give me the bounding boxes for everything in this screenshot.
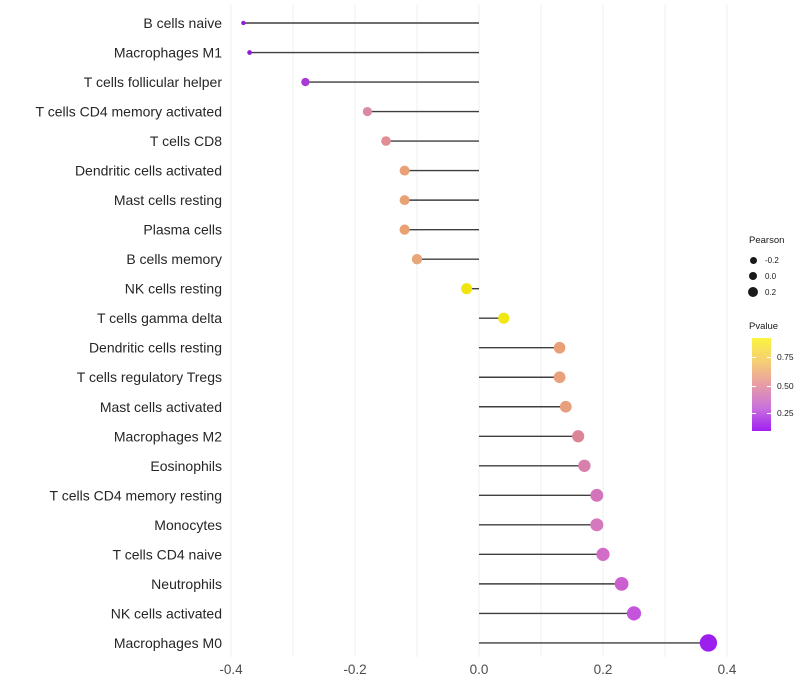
category-label: Macrophages M0 [114, 635, 222, 651]
data-point [699, 634, 718, 652]
category-label: Monocytes [154, 517, 222, 533]
pearson-size-item: -0.2 [747, 252, 784, 268]
pearson-size-dot-box [747, 256, 759, 264]
data-point [241, 20, 246, 26]
data-point [559, 400, 572, 413]
category-label: T cells CD4 memory activated [36, 104, 222, 120]
pvalue-colorbar [752, 338, 771, 431]
data-point [399, 224, 410, 235]
data-point [578, 459, 591, 472]
data-point [498, 312, 510, 324]
category-label: Dendritic cells activated [75, 163, 222, 179]
colorbar-tick [752, 413, 756, 415]
category-label: T cells gamma delta [97, 310, 222, 326]
x-tick-label: 0.2 [594, 662, 613, 677]
pvalue-tick-label: 0.50 [777, 380, 794, 391]
pearson-legend-title: Pearson [749, 235, 785, 246]
category-label: T cells CD4 memory resting [50, 487, 222, 503]
pearson-size-item: 0.0 [747, 268, 784, 284]
data-point [411, 253, 423, 265]
category-label: Mast cells activated [100, 399, 222, 415]
data-point [553, 371, 566, 384]
data-point [247, 50, 253, 55]
x-tick-label: -0.4 [219, 662, 243, 677]
data-point [572, 430, 585, 443]
category-label: NK cells activated [111, 605, 222, 621]
category-label: Dendritic cells resting [89, 340, 222, 356]
data-point [301, 77, 310, 87]
data-point [362, 106, 372, 117]
data-point [596, 547, 610, 561]
colorbar-tick [767, 413, 771, 415]
colorbar-tick [752, 385, 756, 387]
pearson-size-item: 0.2 [747, 284, 784, 300]
category-label: NK cells resting [125, 281, 222, 297]
category-label: B cells naive [143, 15, 222, 31]
category-label: T cells follicular helper [84, 74, 223, 90]
pearson-size-label: 0.0 [765, 271, 777, 281]
x-tick-label: 0.4 [718, 662, 737, 677]
data-point [590, 518, 604, 532]
category-label: Macrophages M1 [114, 45, 222, 61]
data-point [590, 488, 604, 502]
pvalue-tick-label: 0.75 [777, 352, 794, 363]
pearson-size-dot-box [747, 287, 759, 297]
pvalue-tick-label: 0.25 [777, 408, 794, 419]
pearson-size-dot-icon [749, 256, 757, 264]
category-label: Eosinophils [150, 458, 222, 474]
colorbar-tick [767, 385, 771, 387]
pvalue-color-legend: Pvalue 0.75 0.50 0.25 [747, 321, 800, 436]
category-label: T cells regulatory Tregs [77, 369, 222, 385]
colorbar-tick [767, 357, 771, 359]
category-label: B cells memory [126, 251, 222, 267]
category-label: Macrophages M2 [114, 428, 222, 444]
pearson-size-dot-box [747, 271, 759, 281]
colorbar-tick [752, 357, 756, 359]
pearson-size-label: -0.2 [765, 255, 779, 265]
data-point [461, 283, 473, 295]
category-label: T cells CD4 naive [113, 546, 223, 562]
data-point [614, 576, 629, 591]
category-label: Mast cells resting [114, 192, 222, 208]
data-point [553, 341, 566, 354]
pearson-size-label: 0.2 [765, 287, 777, 297]
pearson-size-legend: Pearson -0.2 0.0 0.2 [747, 235, 784, 300]
pearson-size-dot-icon [748, 271, 758, 281]
data-point [399, 195, 410, 206]
x-tick-label: -0.2 [343, 662, 366, 677]
pearson-size-dot-icon [748, 287, 758, 297]
pvalue-legend-title: Pvalue [749, 321, 779, 332]
x-tick-label: 0.0 [470, 662, 489, 677]
data-point [381, 136, 391, 146]
category-label: Plasma cells [143, 222, 222, 238]
data-point [399, 165, 410, 176]
data-point [626, 606, 642, 621]
category-label: T cells CD8 [150, 133, 222, 149]
category-label: Neutrophils [151, 576, 222, 592]
